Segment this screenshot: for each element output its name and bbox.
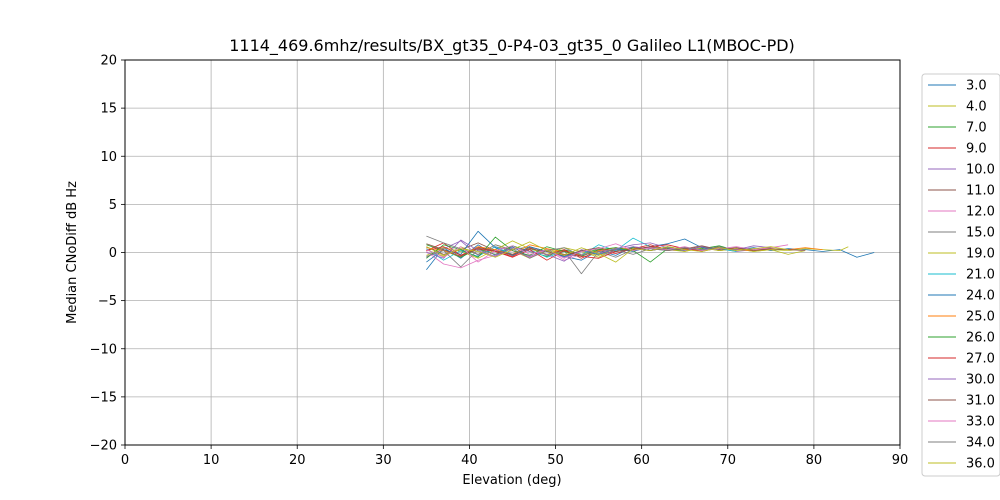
legend-entry: 25.0: [928, 310, 995, 325]
series-line-15.0: [426, 235, 702, 275]
legend-label: 4.0: [966, 100, 987, 115]
legend: 3.0 4.0 7.0 9.0 10.0 11.0 12.0 15.0 19.0 21.0 24.0…: [921, 73, 1000, 477]
x-axis-title: Elevation (deg): [462, 473, 561, 488]
x-tick-label: 70: [720, 453, 737, 468]
x-tick-label: 40: [461, 453, 478, 468]
legend-label: 15.0: [966, 226, 995, 241]
y-tick-label: 0: [109, 246, 117, 261]
y-axis-title: Median CNoDiff dB Hz: [65, 181, 80, 324]
series-line-12.0: [426, 244, 789, 269]
legend-label: 36.0: [966, 457, 995, 472]
legend-label: 21.0: [966, 268, 995, 283]
legend-entry: 36.0: [928, 457, 995, 472]
series-lines: [426, 230, 875, 275]
series-line-31.0: [426, 243, 806, 257]
legend-entry: 4.0: [928, 100, 987, 115]
legend-label: 33.0: [966, 415, 995, 430]
legend-entry: 27.0: [928, 352, 995, 367]
series-line-34.0: [426, 246, 737, 268]
x-tick-label: 90: [892, 453, 909, 468]
legend-label: 12.0: [966, 205, 995, 220]
legend-label: 3.0: [966, 79, 987, 94]
legend-entry: 30.0: [928, 373, 995, 388]
y-tick-label: −5: [98, 294, 117, 309]
y-tick-label: −10: [90, 342, 117, 357]
chart-title: 1114_469.6mhz/results/BX_gt35_0-P4-03_gt…: [229, 36, 795, 56]
y-tick-label: −15: [90, 390, 117, 405]
legend-entry: 12.0: [928, 205, 995, 220]
legend-label: 31.0: [966, 394, 995, 409]
legend-entry: 33.0: [928, 415, 995, 430]
y-tick-label: −20: [90, 439, 117, 454]
legend-entry: 7.0: [928, 121, 987, 136]
legend-entry: 31.0: [928, 394, 995, 409]
y-tick-label: 15: [100, 102, 117, 117]
legend-label: 26.0: [966, 331, 995, 346]
legend-entry: 3.0: [928, 79, 987, 94]
legend-entry: 26.0: [928, 331, 995, 346]
legend-frame: [921, 73, 1000, 477]
y-tick-label: 10: [100, 150, 117, 165]
legend-label: 9.0: [966, 142, 987, 157]
legend-label: 10.0: [966, 163, 995, 178]
legend-label: 25.0: [966, 310, 995, 325]
x-tick-label: 60: [633, 453, 650, 468]
legend-label: 7.0: [966, 121, 987, 136]
series-line-36.0: [426, 241, 789, 263]
x-tick-label: 0: [121, 453, 129, 468]
legend-label: 30.0: [966, 373, 995, 388]
x-tick-label: 50: [547, 453, 564, 468]
x-tick-label: 20: [289, 453, 306, 468]
legend-label: 24.0: [966, 289, 995, 304]
x-tick-label: 80: [806, 453, 823, 468]
legend-entry: 15.0: [928, 226, 995, 241]
legend-label: 11.0: [966, 184, 995, 199]
legend-label: 34.0: [966, 436, 995, 451]
legend-entry: 10.0: [928, 163, 995, 178]
y-axis: −20 −15 −10 −5 0 5 10 15 20: [90, 54, 125, 454]
legend-label: 27.0: [966, 352, 995, 367]
legend-entry: 34.0: [928, 436, 995, 451]
legend-entry: 19.0: [928, 247, 995, 262]
x-tick-label: 10: [203, 453, 220, 468]
legend-entry: 21.0: [928, 268, 995, 283]
legend-label: 19.0: [966, 247, 995, 262]
y-tick-label: 20: [100, 54, 117, 69]
x-tick-label: 30: [375, 453, 392, 468]
series-line-33.0: [426, 243, 720, 263]
legend-entry: 11.0: [928, 184, 995, 199]
legend-entry: 24.0: [928, 289, 995, 304]
grid: [124, 59, 901, 446]
y-tick-label: 5: [109, 198, 117, 213]
legend-entry: 9.0: [928, 142, 987, 157]
x-axis: 0 10 20 30 40 50 60 70 80 90: [121, 445, 908, 468]
